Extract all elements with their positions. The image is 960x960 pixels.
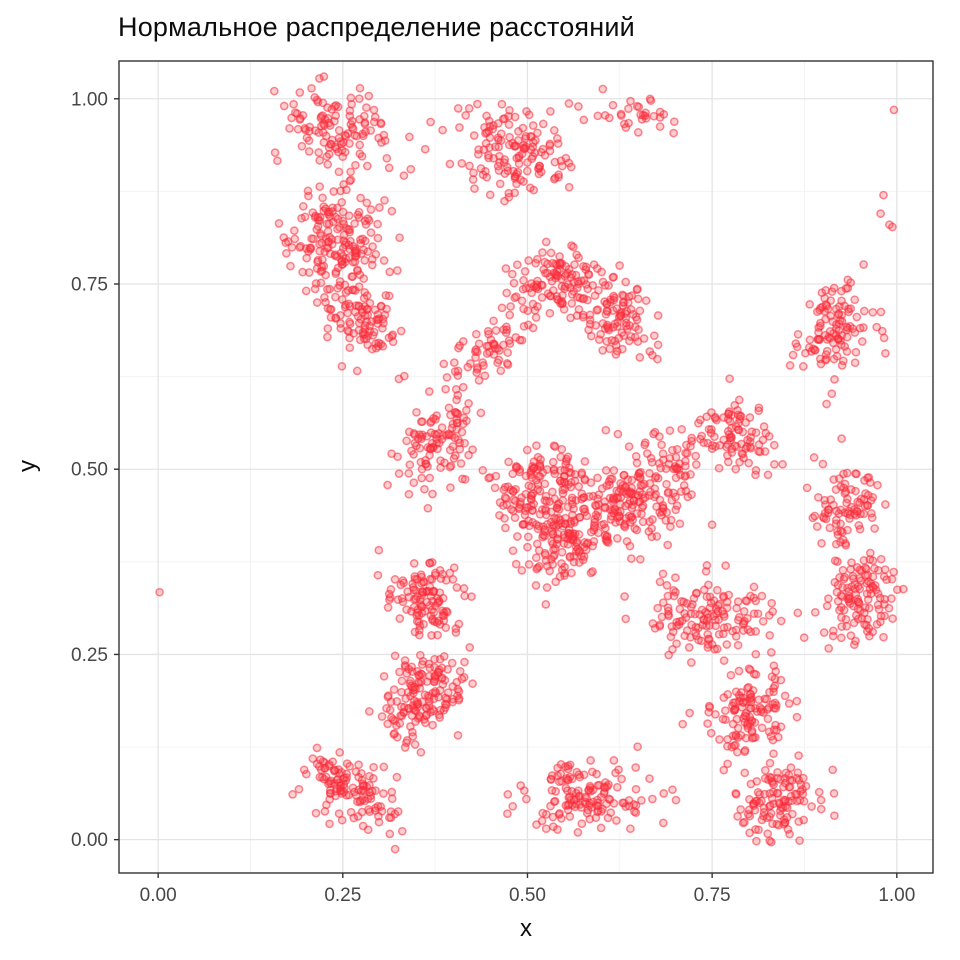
x-tick-labels: 0.00 0.25 0.50 0.75 1.00 — [140, 885, 916, 906]
svg-text:0.25: 0.25 — [71, 645, 108, 666]
plot-panel — [119, 61, 933, 873]
grid-major — [119, 61, 933, 873]
y-tick-labels: 0.00 0.25 0.50 0.75 1.00 — [71, 89, 108, 851]
x-axis-title: x — [520, 915, 532, 942]
svg-text:0.50: 0.50 — [509, 885, 546, 906]
y-axis-title: y — [14, 460, 41, 472]
panel-border — [118, 60, 934, 874]
svg-text:0.25: 0.25 — [324, 885, 361, 906]
axis-ticks — [114, 98, 898, 878]
chart-title: Нормальное распределение расстояний — [118, 12, 635, 42]
svg-text:1.00: 1.00 — [878, 885, 915, 906]
svg-text:1.00: 1.00 — [71, 89, 108, 110]
svg-text:0.75: 0.75 — [694, 885, 731, 906]
svg-text:0.00: 0.00 — [71, 830, 108, 851]
svg-text:0.75: 0.75 — [71, 275, 108, 296]
svg-text:0.50: 0.50 — [71, 460, 108, 481]
data-points — [155, 72, 908, 854]
svg-text:0.00: 0.00 — [140, 885, 177, 906]
